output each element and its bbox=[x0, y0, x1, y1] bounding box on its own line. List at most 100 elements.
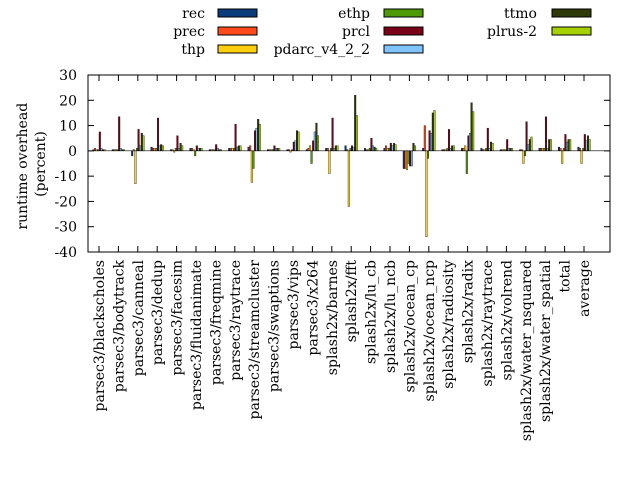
legend-swatch-prcl bbox=[383, 26, 424, 36]
bar-prcl-parsec3-vips bbox=[292, 141, 295, 152]
bar-ttmo-splash2x-radiosity bbox=[451, 145, 454, 152]
bar-prcl-splash2x-raytrace bbox=[486, 127, 489, 152]
bar-pdarc-v4-2-2-splash2x-ocean-ncp bbox=[430, 132, 433, 152]
bar-pdarc-v4-2-2-splash2x-volrend bbox=[507, 148, 510, 152]
bar-plrus-2-splash2x-ocean-cp bbox=[414, 145, 416, 152]
x-tick-label: parsec3/raytrace bbox=[228, 260, 244, 381]
bar-prcl-parsec3-bodytrack bbox=[118, 116, 121, 152]
x-tick-label: parsec3/bodytrack bbox=[111, 259, 127, 392]
bar-prec-splash2x-ocean-ncp bbox=[423, 125, 426, 152]
bar-ethp-splash2x-fft bbox=[349, 148, 352, 152]
bar-plrus-2-parsec3-vips bbox=[297, 131, 300, 152]
y-tick-label: 10 bbox=[59, 119, 77, 135]
bar-prcl-parsec3-fluidanimate bbox=[195, 145, 198, 152]
bar-ttmo-splash2x-raytrace bbox=[490, 141, 492, 152]
bar-plrus-2-splash2x-raytrace bbox=[491, 143, 494, 152]
bar-ethp-splash2x-barnes bbox=[330, 148, 332, 152]
bar-pdarc-v4-2-2-parsec3-canneal bbox=[139, 145, 142, 152]
bar-prcl-splash2x-radiosity bbox=[448, 129, 450, 152]
bar-ttmo-parsec3-swaptions bbox=[276, 148, 279, 152]
bar-plrus-2-average bbox=[588, 139, 591, 152]
bar-pdarc-v4-2-2-splash2x-radiosity bbox=[449, 148, 452, 152]
bar-prcl-splash2x-ocean-cp bbox=[409, 150, 412, 167]
bar-ttmo-parsec3-streamcluster bbox=[257, 119, 260, 152]
bar-plrus-2-parsec3-fluidanimate bbox=[200, 148, 203, 152]
legend-label-rec: rec bbox=[182, 6, 205, 22]
bar-rec-total bbox=[558, 146, 560, 152]
bar-pdarc-v4-2-2-splash2x-lu-cb bbox=[372, 145, 374, 152]
x-tick-label: parsec3/blackscholes bbox=[92, 260, 108, 411]
bar-pdarc-v4-2-2-parsec3-fluidanimate bbox=[197, 148, 200, 152]
bar-ttmo-parsec3-canneal bbox=[140, 132, 143, 152]
bar-prcl-total bbox=[564, 134, 567, 152]
x-tick-label: splash2x/lu_ncb bbox=[383, 260, 399, 373]
bar-prcl-splash2x-volrend bbox=[506, 139, 509, 152]
bar-ethp-parsec3-raytrace bbox=[233, 148, 235, 152]
bar-ttmo-parsec3-raytrace bbox=[237, 145, 240, 152]
bar-prec-parsec3-fluidanimate bbox=[191, 148, 193, 152]
bar-plrus-2-splash2x-radiosity bbox=[452, 145, 455, 152]
bar-plrus-2-splash2x-barnes bbox=[336, 145, 339, 152]
bar-ttmo-splash2x-radix bbox=[470, 102, 473, 152]
x-tick-label: parsec3/streamcluster bbox=[247, 260, 263, 420]
bar-ethp-average bbox=[582, 148, 585, 152]
legend-swatch-thp bbox=[217, 44, 258, 54]
bar-pdarc-v4-2-2-total bbox=[566, 141, 568, 152]
x-tick-label: parsec3/facesim bbox=[170, 260, 186, 376]
x-tick-label: splash2x/radiosity bbox=[441, 260, 457, 389]
bar-ethp-splash2x-ocean-ncp bbox=[427, 150, 429, 159]
x-tick-label: splash2x/barnes bbox=[325, 260, 341, 375]
bar-prcl-parsec3-x264 bbox=[312, 140, 315, 152]
bar-plrus-2-splash2x-ocean-ncp bbox=[433, 110, 436, 152]
bar-prcl-parsec3-canneal bbox=[137, 129, 140, 152]
x-tick-label: total bbox=[558, 259, 574, 292]
legend-label-ttmo: ttmo bbox=[504, 6, 537, 22]
x-tick-label: parsec3/dedup bbox=[150, 260, 166, 365]
legend-swatch-plrus-2 bbox=[551, 26, 592, 36]
bar-ethp-splash2x-radix bbox=[465, 150, 468, 174]
bar-ethp-splash2x-water-nsquared bbox=[524, 150, 526, 157]
bar-rec-splash2x-water-spatial bbox=[538, 148, 541, 152]
bar-ethp-parsec3-facesim bbox=[174, 148, 177, 152]
bar-plrus-2-parsec3-streamcluster bbox=[258, 124, 261, 152]
x-tick-label: splash2x/water_spatial bbox=[538, 259, 554, 422]
bar-prcl-average bbox=[583, 134, 586, 152]
bar-pdarc-v4-2-2-parsec3-x264 bbox=[313, 131, 316, 152]
bar-plrus-2-splash2x-water-spatial bbox=[549, 139, 552, 152]
bar-ethp-splash2x-ocean-cp bbox=[407, 150, 410, 164]
bar-plrus-2-parsec3-facesim bbox=[181, 145, 184, 152]
bar-prec-parsec3-blackscholes bbox=[94, 148, 96, 152]
legend-swatch-ttmo bbox=[551, 8, 592, 18]
legend-swatch-pdarc-v4-2-2 bbox=[383, 44, 424, 54]
bar-prec-splash2x-ocean-cp bbox=[404, 150, 407, 169]
bar-thp-splash2x-fft bbox=[347, 150, 350, 207]
bar-prec-parsec3-streamcluster bbox=[249, 145, 252, 152]
x-tick-label: parsec3/vips bbox=[286, 260, 302, 349]
bar-ttmo-splash2x-water-spatial bbox=[548, 139, 551, 152]
bar-plrus-2-parsec3-dedup bbox=[161, 145, 164, 152]
bar-prcl-splash2x-lu-cb bbox=[370, 138, 373, 152]
x-tick-label: parsec3/canneal bbox=[131, 259, 147, 376]
bar-ttmo-parsec3-dedup bbox=[160, 144, 163, 152]
y-axis-label-line-1: runtime overhead bbox=[15, 103, 31, 230]
bar-thp-parsec3-x264 bbox=[309, 145, 311, 152]
bar-ethp-splash2x-lu-ncb bbox=[388, 148, 391, 152]
bar-thp-parsec3-raytrace bbox=[231, 148, 234, 152]
bar-pdarc-v4-2-2-splash2x-raytrace bbox=[488, 148, 491, 152]
bar-prcl-parsec3-freqmine bbox=[215, 144, 218, 152]
bar-ttmo-parsec3-x264 bbox=[315, 122, 318, 152]
bar-plrus-2-splash2x-radix bbox=[472, 111, 475, 152]
bar-prec-splash2x-radix bbox=[462, 148, 465, 152]
bar-pdarc-v4-2-2-parsec3-swaptions bbox=[275, 148, 277, 152]
bar-rec-parsec3-dedup bbox=[150, 146, 153, 152]
bar-ttmo-splash2x-lu-cb bbox=[373, 146, 376, 152]
bar-ethp-parsec3-fluidanimate bbox=[194, 150, 197, 157]
bar-pdarc-v4-2-2-parsec3-facesim bbox=[178, 148, 180, 152]
x-tick-label: splash2x/ocean_cp bbox=[402, 260, 418, 392]
bar-ethp-parsec3-x264 bbox=[310, 150, 313, 164]
legend-label-prcl: prcl bbox=[342, 24, 370, 40]
plot-frame bbox=[87, 74, 611, 253]
bar-plrus-2-parsec3-raytrace bbox=[239, 145, 242, 152]
legend: rec prec thp ethp prcl pdarc_v4_2_2 ttmo plrus-… bbox=[173, 6, 592, 58]
bar-plrus-2-parsec3-swaptions bbox=[278, 148, 281, 152]
